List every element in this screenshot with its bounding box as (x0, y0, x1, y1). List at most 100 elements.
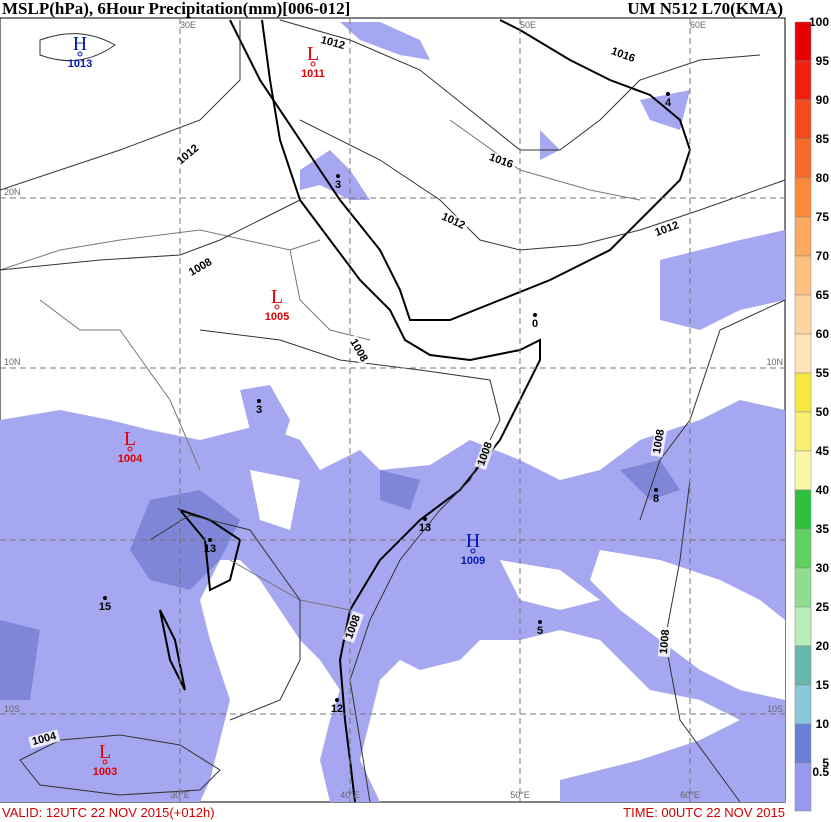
grid-label: 50°E (510, 790, 530, 800)
colorbar-box (794, 528, 812, 569)
colorbar-label: 35 (816, 522, 830, 536)
isobar-label-bg (657, 626, 673, 658)
colorbar-box (794, 645, 812, 686)
isobar-label-bg (474, 437, 496, 471)
colorbar-box (794, 372, 812, 413)
colorbar-label: 90 (816, 93, 830, 107)
colorbar-label: 50 (816, 405, 830, 419)
colorbar-box (794, 684, 812, 725)
isobar-label-bg (316, 33, 349, 53)
isobar-label-bg (484, 150, 518, 172)
isobar-label-bg (437, 209, 470, 234)
grid-label: 60°E (680, 790, 700, 800)
colorbar-label: 75 (816, 210, 830, 224)
grid-label: 40°E (340, 790, 360, 800)
grid-label: 10N (766, 357, 783, 367)
isobar-label-bg (184, 254, 217, 281)
colorbar-box (794, 177, 812, 218)
colorbar-label: 25 (816, 600, 830, 614)
colorbar-box (794, 489, 812, 530)
grid-label: 30°E (170, 790, 190, 800)
station-value: 13 (204, 543, 216, 555)
station-dot (423, 517, 427, 521)
isobar-label-bg (650, 218, 684, 240)
colorbar-box (794, 450, 812, 491)
colorbar-label: 70 (816, 249, 830, 263)
colorbar-box (794, 723, 812, 764)
isobar-label-bg (650, 425, 668, 458)
colorbar-label: 20 (816, 639, 830, 653)
isobar-label-bg (28, 729, 61, 749)
center-symbol: H (466, 530, 480, 552)
station-value: 8 (653, 493, 659, 505)
grid-label: 60E (690, 20, 706, 30)
colorbar-label: 30 (816, 561, 830, 575)
station-dot (257, 399, 261, 403)
colorbar-label: 15 (816, 678, 830, 692)
colorbar-label: 95 (816, 54, 830, 68)
station-dot (208, 538, 212, 542)
colorbar-box (794, 567, 812, 608)
isobar-label: 1008 (651, 428, 667, 454)
source: UM N512 L70(KMA) (627, 0, 783, 18)
center-pressure: 1005 (265, 311, 289, 323)
station-value: 15 (99, 601, 111, 613)
colorbar-box (794, 606, 812, 647)
colorbar-box (794, 60, 812, 101)
grid-label: 30E (180, 20, 196, 30)
station-dot (335, 698, 339, 702)
colorbar-label: 10 (816, 717, 830, 731)
station-dot (103, 596, 107, 600)
grid-label: 10S (4, 704, 20, 714)
colorbar-label: 40 (816, 483, 830, 497)
center-dot (102, 759, 108, 765)
isobar-label-bg (345, 334, 372, 367)
station-dot (666, 92, 670, 96)
station-value: 3 (335, 179, 341, 191)
center-symbol: L (99, 741, 111, 763)
title: MSLP(hPa), 6Hour Precipitation(mm)[006-0… (2, 0, 350, 18)
station-dot (533, 313, 537, 317)
center-pressure: 1011 (301, 68, 325, 80)
station-dot (538, 620, 542, 624)
grid-label: 20N (4, 187, 21, 197)
colorbar-box (794, 294, 812, 335)
center-dot (77, 51, 83, 57)
station-value: 4 (665, 97, 672, 109)
colorbar-label: 0.5 (812, 765, 829, 779)
center-dot (127, 446, 133, 452)
center-symbol: L (271, 286, 283, 308)
colorbar-label: 85 (816, 132, 830, 146)
center-dot (310, 61, 316, 67)
center-symbol: L (307, 43, 319, 65)
station-value: 0 (532, 318, 538, 330)
station-value: 5 (537, 625, 543, 637)
isobar-label-bg (172, 140, 204, 169)
colorbar-box (794, 255, 812, 296)
station-value: 13 (419, 522, 431, 534)
center-pressure: 1009 (461, 555, 485, 567)
grid-label: 10N (4, 357, 21, 367)
station-dot (654, 488, 658, 492)
colorbar-box (794, 216, 812, 257)
colorbar-box (794, 411, 812, 452)
center-symbol: H (73, 33, 87, 55)
init-time: TIME: 00UTC 22 NOV 2015 (623, 805, 785, 820)
center-pressure: 1004 (118, 453, 143, 465)
station-dot (336, 174, 340, 178)
colorbar-box (794, 99, 812, 140)
colorbar-label: 100 (809, 15, 829, 29)
center-dot (470, 548, 476, 554)
isobar-label-bg (606, 44, 640, 66)
grid (0, 18, 785, 802)
isobar-label-bg (342, 610, 364, 644)
station-value: 3 (256, 404, 262, 416)
colorbar-label: 5 (822, 756, 829, 770)
colorbar-label: 60 (816, 327, 830, 341)
valid-time: VALID: 12UTC 22 NOV 2015(+012h) (2, 805, 215, 820)
station-value: 12 (331, 703, 343, 715)
isobar-label: 1008 (658, 629, 672, 654)
center-pressure: 1003 (93, 766, 117, 778)
colorbar-box (794, 762, 812, 812)
